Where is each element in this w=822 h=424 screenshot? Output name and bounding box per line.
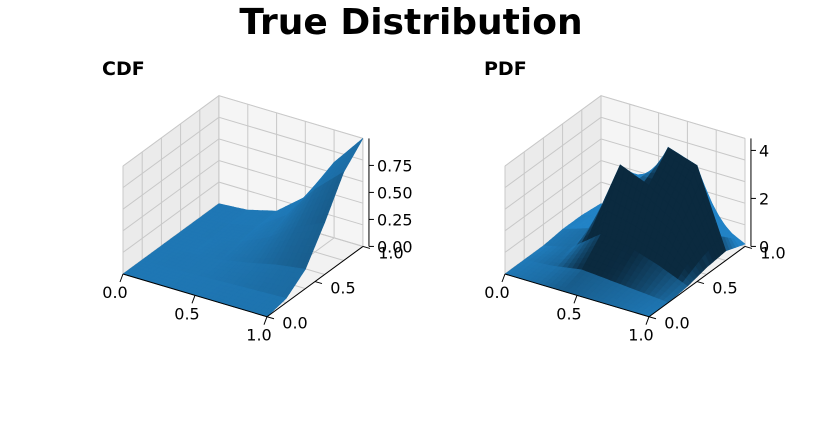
x-tick: [263, 316, 268, 325]
y-tick-label: 0.0: [282, 314, 307, 333]
figure-title: True Distribution: [239, 2, 583, 43]
x-tick: [501, 273, 506, 283]
y-tick: [744, 245, 753, 249]
x-tick: [119, 273, 124, 283]
x-tick-label: 0.5: [556, 304, 581, 323]
y-tick-label: 0.5: [712, 279, 737, 298]
z-tick-label: 2: [759, 189, 769, 208]
z-tick-label: 4: [759, 141, 769, 160]
z-tick-label: 0.25: [377, 210, 413, 229]
x-tick-label: 1.0: [628, 326, 653, 345]
x-tick-label: 0.0: [484, 283, 509, 302]
z-tick-label: 0.50: [377, 183, 413, 202]
z-tick-label: 0.00: [377, 237, 413, 256]
x-tick: [645, 316, 650, 325]
gridline-z: [122, 95, 364, 167]
x-tick-label: 1.0: [246, 326, 271, 345]
x-tick-label: 0.0: [102, 283, 127, 302]
gridline-z: [504, 95, 746, 167]
y-tick: [696, 281, 705, 285]
pdf-subplot-title: PDF: [484, 58, 527, 80]
y-tick-label: 0.0: [664, 314, 689, 333]
x-tick: [191, 295, 196, 304]
x-tick-label: 0.5: [174, 304, 199, 323]
y-tick: [266, 316, 275, 320]
y-tick-label: 1.0: [760, 243, 785, 262]
y-tick: [314, 281, 323, 285]
y-tick: [648, 316, 657, 320]
cdf-subplot-title: CDF: [102, 58, 145, 80]
x-tick: [573, 295, 578, 304]
y-tick-label: 0.5: [330, 279, 355, 298]
y-tick-label: 1.0: [378, 243, 403, 262]
z-tick-label: 0: [759, 237, 769, 256]
z-tick-label: 0.75: [377, 156, 413, 175]
y-tick: [362, 245, 371, 249]
